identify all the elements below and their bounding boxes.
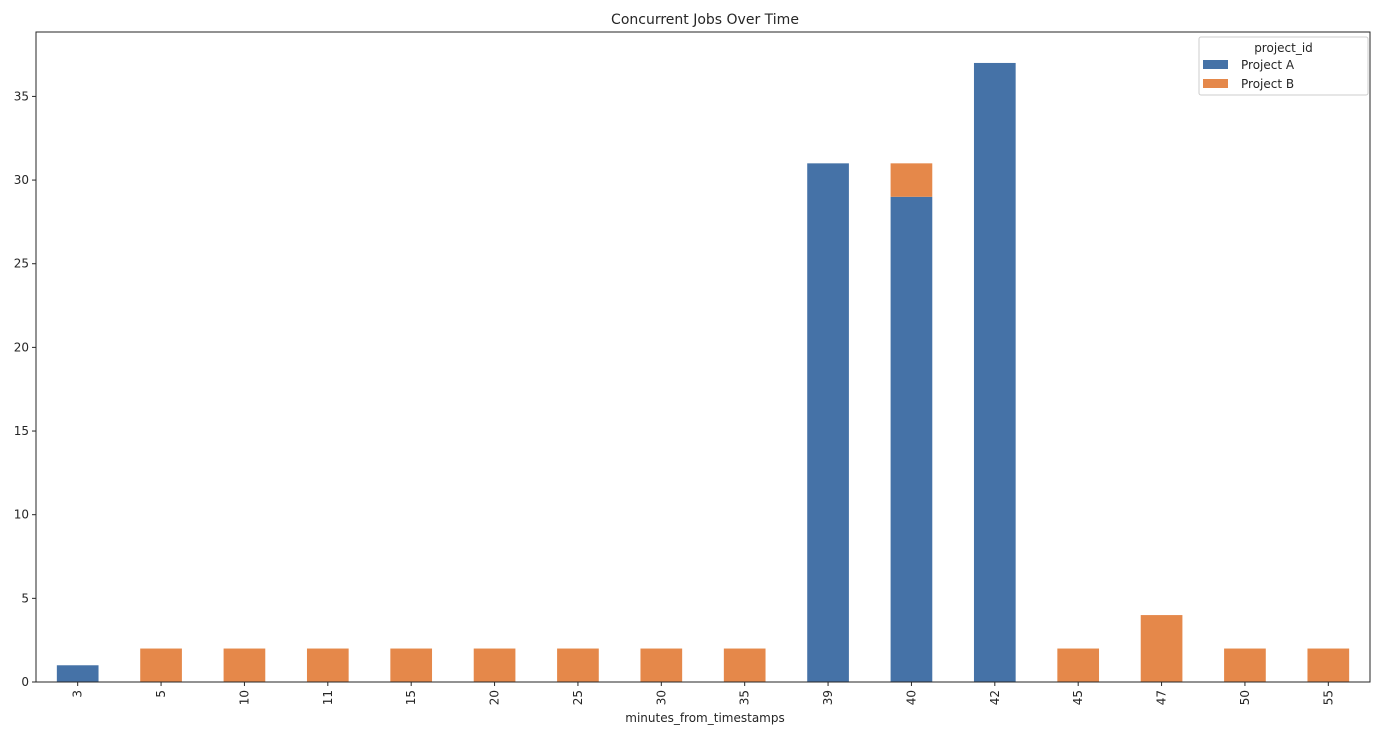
x-tick-label-30: 30 — [654, 690, 668, 705]
x-axis-label: minutes_from_timestamps — [625, 711, 784, 725]
x-tick-label-20: 20 — [488, 690, 502, 705]
legend-box — [1198, 36, 1369, 96]
x-tick-label-35: 35 — [738, 690, 752, 705]
legend-swatch-project-a — [1203, 60, 1228, 69]
x-tick-label-25: 25 — [571, 690, 585, 705]
x-tick-label-15: 15 — [404, 690, 418, 705]
y-tick-label-25: 25 — [14, 257, 29, 271]
x-tick-label-45: 45 — [1071, 690, 1085, 705]
bar-project-b-15 — [390, 648, 433, 682]
chart-title: Concurrent Jobs Over Time — [611, 12, 799, 28]
x-tick-label-3: 3 — [71, 690, 85, 698]
bar-project-b-47 — [1140, 615, 1183, 682]
y-tick-label-10: 10 — [14, 508, 29, 522]
bar-project-a-39 — [807, 163, 849, 682]
x-tick-label-5: 5 — [154, 690, 168, 698]
x-tick-label-40: 40 — [904, 690, 918, 705]
bar-project-b-55 — [1307, 648, 1350, 682]
legend: project_id Project A Project B — [1198, 36, 1369, 96]
bar-project-b-45 — [1057, 648, 1100, 682]
bar-project-b-35 — [723, 648, 766, 682]
bar-project-b-10 — [223, 648, 266, 682]
x-tick-label-47: 47 — [1155, 690, 1169, 705]
y-tick-label-20: 20 — [14, 340, 29, 354]
x-tick-label-55: 55 — [1321, 690, 1335, 705]
bar-project-b-25 — [557, 648, 599, 682]
bar-project-a-40 — [890, 196, 933, 682]
y-tick-label-35: 35 — [14, 89, 29, 103]
legend-label-project-b: Project B — [1241, 77, 1294, 91]
y-tick-label-30: 30 — [14, 173, 29, 187]
legend-title: project_id — [1254, 41, 1313, 55]
axes-frame — [35, 31, 1371, 683]
x-tick-label-11: 11 — [321, 690, 335, 705]
bar-project-b-50 — [1224, 648, 1266, 682]
x-tick-label-39: 39 — [821, 690, 835, 705]
bar-project-b-30 — [640, 648, 683, 682]
y-tick-label-15: 15 — [14, 424, 29, 438]
y-tick-label-0: 0 — [21, 675, 29, 689]
bar-project-b-20 — [473, 648, 516, 682]
bar-project-b-11 — [306, 648, 349, 682]
x-tick-label-50: 50 — [1238, 690, 1252, 705]
x-tick-label-42: 42 — [988, 690, 1002, 705]
bar-project-b-40 — [890, 163, 933, 197]
bar-project-b-5 — [140, 648, 182, 682]
legend-swatch-project-b — [1203, 79, 1228, 88]
legend-label-project-a: Project A — [1241, 58, 1295, 72]
bar-project-a-42 — [973, 62, 1016, 682]
bar-project-a-3 — [56, 665, 99, 682]
x-tick-label-10: 10 — [237, 690, 251, 705]
y-tick-label-5: 5 — [21, 591, 29, 605]
